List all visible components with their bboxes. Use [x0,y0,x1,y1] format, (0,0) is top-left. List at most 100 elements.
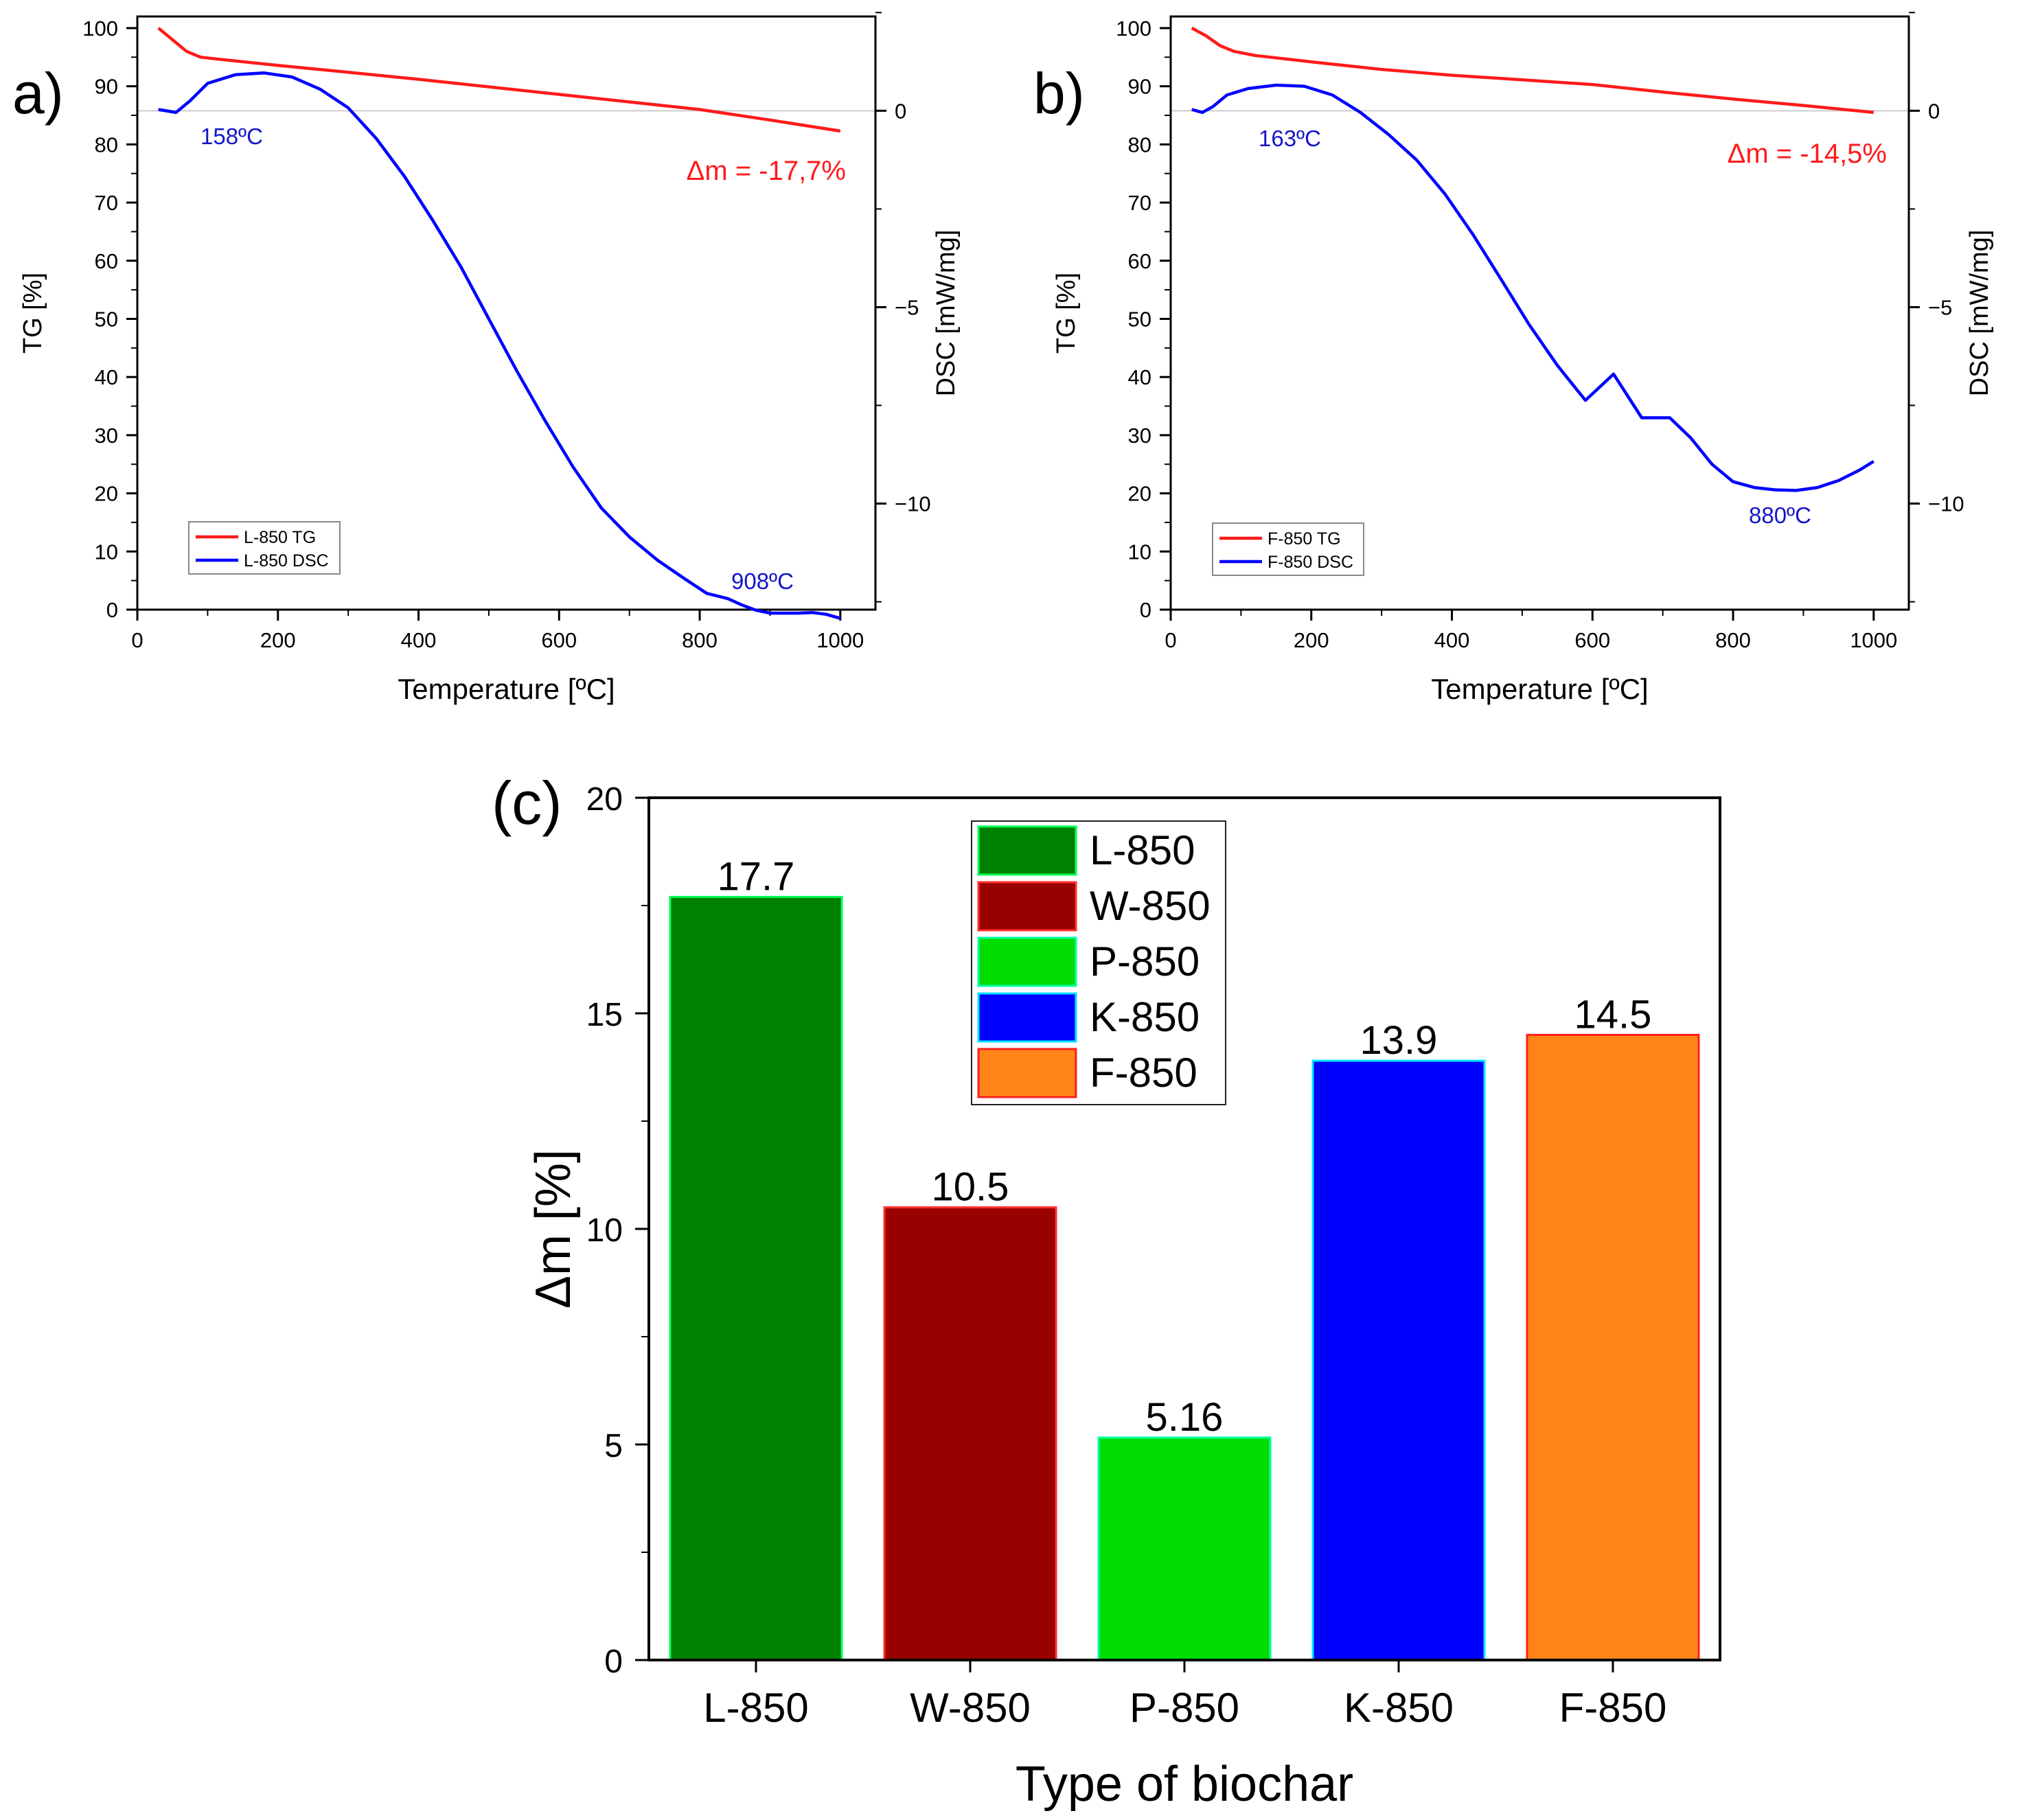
annotation: Δm = -17,7% [687,156,846,186]
legend-box [188,521,341,575]
y-tick-label: 20 [95,482,118,506]
legend-swatch [977,1048,1077,1098]
annotation: 908ºC [731,568,794,594]
plot-frame [136,15,877,611]
legend-label: L-850 DSC [244,551,329,571]
y-right-tick-label: −5 [895,295,919,319]
x-axis-label: Temperature [ºC] [398,673,615,705]
x-axis-label: Type of biochar [1016,1757,1353,1812]
legend: L-850 TG L-850 DSC [188,521,341,575]
bar-value-label: 13.9 [1360,1018,1438,1063]
x-tick-label: L-850 [703,1685,808,1731]
y-tick-label: 0 [106,598,118,622]
x-tick-label: 200 [260,628,296,652]
y-right-tick-label: 0 [895,99,906,123]
y-tick-label: 10 [586,1212,623,1249]
x-tick-label: 600 [541,628,577,652]
panel-label: (c) [492,769,562,837]
y-right-tick-label: −5 [1928,295,1952,319]
plot-frame [1169,15,1910,611]
y-tick-label: 20 [586,781,623,818]
annotation: Δm = -14,5% [1728,139,1887,169]
x-tick-label: 1000 [816,628,864,652]
bar-value-label: 10.5 [932,1165,1009,1210]
y-right-tick-label: −10 [895,492,931,516]
y-tick-label: 10 [95,540,118,564]
legend-box [1212,522,1364,576]
x-tick-label: 400 [1434,628,1470,652]
panel-label: b) [1033,61,1085,126]
bar-L-850 [669,895,843,1661]
x-tick-label: 800 [1715,628,1751,652]
y-tick-label: 100 [1116,16,1151,41]
legend-label: L-850 [1090,827,1195,873]
y-tick-label: 50 [1128,307,1151,331]
x-tick-label: 400 [401,628,437,652]
y-tick-label: 20 [1128,482,1151,506]
bar-P-850 [1097,1436,1272,1661]
y-tick-label: 80 [1128,133,1151,157]
y-tick-label: 70 [95,191,118,215]
bar-value-label: 17.7 [718,854,795,899]
y-tick-label: 30 [1128,424,1151,448]
dsc-curve [1191,83,1874,492]
y-tick-label: 0 [1140,598,1151,622]
bar-panel-c: (c) 17.7 L-850 10.5 W-850 5.16 P-850 13.9 K-850 1… [492,769,1721,1812]
y-tick-label: 50 [95,307,118,331]
x-axis-label: Temperature [ºC] [1431,673,1648,705]
tga-panel-b: b)0 200 400 600 800 1000010203040506070809010… [1033,12,1994,705]
x-tick-label: 0 [1165,628,1176,652]
x-tick-label: K-850 [1344,1685,1454,1731]
y-tick-label: 10 [1128,540,1151,564]
bar-value-label: 5.16 [1146,1395,1224,1440]
x-tick-label: 800 [682,628,718,652]
x-tick-label: P-850 [1130,1685,1239,1731]
y-tick-label: 70 [1128,191,1151,215]
legend-label: F-850 TG [1268,529,1341,549]
legend-label: W-850 [1090,883,1211,929]
x-tick-label: F-850 [1559,1685,1667,1731]
y-tick-label: 0 [604,1644,623,1680]
y-axis-label: Δm [%] [526,1149,581,1309]
panel-label: a) [12,61,64,126]
x-tick-label: 0 [131,628,143,652]
annotation: 163ºC [1259,126,1321,151]
tg-curve [157,27,841,133]
annotation: 158ºC [200,124,263,149]
legend-label: F-850 DSC [1268,553,1353,572]
y-tick-label: 100 [82,16,118,41]
dsc-curve [158,71,841,620]
x-tick-label: 200 [1294,628,1329,652]
y-tick-label: 5 [604,1428,623,1464]
legend: F-850 TG F-850 DSC [1212,522,1364,576]
tga-panel-a: a)0 200 400 600 800 1000010203040506070809010… [12,12,961,705]
y-tick-label: 80 [95,133,118,157]
y-right-tick-label: −10 [1928,492,1964,516]
x-tick-label: 600 [1574,628,1610,652]
legend-swatch [977,881,1077,932]
legend-swatch [977,992,1077,1043]
y-right-axis-label: DSC [mW/mg] [932,230,961,397]
y-tick-label: 60 [95,249,118,273]
legend-label: P-850 [1090,938,1200,984]
legend-swatch [977,825,1077,876]
bar-value-label: 14.5 [1574,992,1652,1037]
tg-curve [1191,26,1874,115]
legend: L-850 W-850 P-850 K-850 F-850 [971,820,1226,1105]
y-tick-label: 40 [1128,365,1151,389]
y-tick-label: 90 [95,75,118,99]
annotation: 880ºC [1749,503,1811,528]
x-tick-label: 1000 [1850,628,1897,652]
y-tick-label: 15 [586,997,623,1033]
bar-W-850 [883,1206,1057,1661]
bar-F-850 [1526,1033,1700,1661]
y-right-tick-label: 0 [1928,99,1940,123]
y-tick-label: 40 [95,365,118,389]
legend-label: K-850 [1090,994,1200,1040]
y-tick-label: 90 [1128,75,1151,99]
x-tick-label: W-850 [910,1685,1031,1731]
legend-label: L-850 TG [244,528,316,547]
y-axis-label: TG [%] [1052,273,1081,354]
bar-K-850 [1311,1059,1486,1661]
